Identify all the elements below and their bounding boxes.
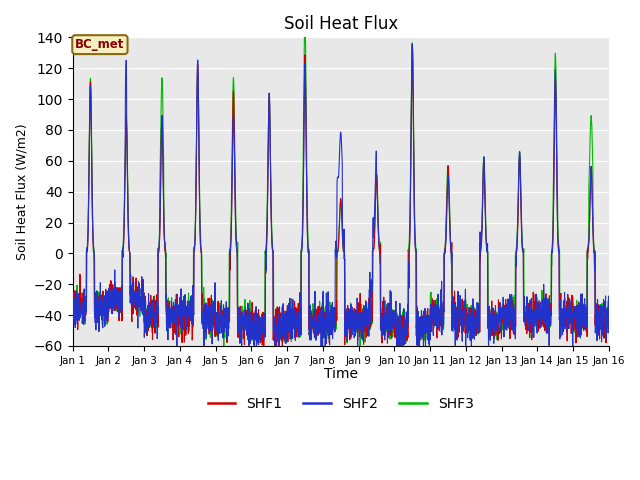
X-axis label: Time: Time bbox=[324, 367, 358, 381]
Legend: SHF1, SHF2, SHF3: SHF1, SHF2, SHF3 bbox=[202, 391, 479, 416]
Y-axis label: Soil Heat Flux (W/m2): Soil Heat Flux (W/m2) bbox=[15, 123, 28, 260]
Title: Soil Heat Flux: Soil Heat Flux bbox=[284, 15, 398, 33]
Text: BC_met: BC_met bbox=[76, 38, 125, 51]
